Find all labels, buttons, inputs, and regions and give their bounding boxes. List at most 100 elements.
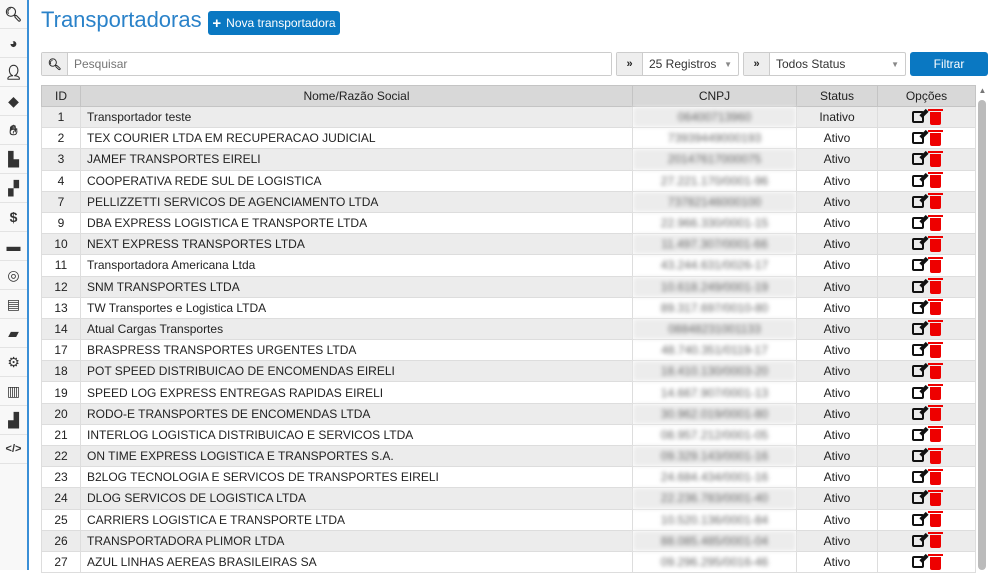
trash-icon[interactable]	[928, 299, 943, 316]
header-cnpj[interactable]: CNPJ	[632, 85, 797, 107]
table-row[interactable]: 26 TRANSPORTADORA PLIMOR LTDA 88.085.485/0…	[41, 529, 976, 552]
trash-icon[interactable]	[928, 235, 943, 252]
table-row[interactable]: 10 NEXT EXPRESS TRANSPORTES LTDA 11.497.30…	[41, 233, 976, 256]
trash-icon[interactable]	[928, 193, 943, 210]
table-row[interactable]: 12 SNM TRANSPORTES LTDA 10.618.249/0001-19…	[41, 275, 976, 298]
table-row[interactable]: 18 POT SPEED DISTRIBUICAO DE ENCOMENDAS E…	[41, 360, 976, 383]
trash-icon[interactable]	[928, 341, 943, 358]
trash-icon[interactable]	[928, 172, 943, 189]
table-row[interactable]: 17 BRASPRESS TRANSPORTES URGENTES LTDA 48.…	[41, 339, 976, 362]
edit-icon[interactable]	[912, 238, 924, 251]
table-row[interactable]: 11 Transportadora Americana Ltda 43.244.63…	[41, 254, 976, 277]
edit-icon[interactable]	[912, 513, 924, 526]
table-row[interactable]: 9 DBA EXPRESS LOGISTICA E TRANSPORTE LTDA…	[41, 211, 976, 235]
sidebar-item-users[interactable]: 👤︎	[0, 58, 27, 87]
edit-icon[interactable]	[912, 450, 924, 463]
header-status[interactable]: Status	[796, 85, 878, 107]
edit-icon[interactable]	[912, 344, 924, 357]
sidebar-item-tags[interactable]: ◆	[0, 87, 27, 116]
table-row[interactable]: 20 RODO-E TRANSPORTES DE ENCOMENDAS LTDA 3…	[41, 402, 976, 425]
table-row[interactable]: 4 COOPERATIVA REDE SUL DE LOGISTICA 27.221…	[41, 169, 976, 192]
cell-status: Ativo	[796, 360, 878, 383]
edit-icon[interactable]	[912, 556, 924, 569]
trash-icon[interactable]	[928, 320, 943, 337]
edit-icon[interactable]	[912, 217, 924, 230]
table-row[interactable]: 13 TW Transportes e Logistica LTDA 89.317.…	[41, 296, 976, 319]
trash-icon[interactable]	[928, 362, 943, 379]
edit-icon[interactable]	[912, 386, 924, 399]
edit-icon[interactable]	[912, 534, 924, 547]
cell-options	[877, 169, 976, 192]
table-row[interactable]: 24 DLOG SERVICOS DE LOGISTICA LTDA 22.236.…	[41, 487, 976, 510]
edit-icon[interactable]	[912, 280, 924, 293]
header-id[interactable]: ID	[41, 85, 81, 107]
money-check-icon: $	[9, 209, 18, 225]
table-row[interactable]: 7 PELLIZZETTI SERVICOS DE AGENCIAMENTO LT…	[41, 190, 976, 213]
trash-icon[interactable]	[928, 214, 943, 231]
table-row[interactable]: 23 B2LOG TECNOLOGIA E SERVICOS DE TRANSPO…	[41, 466, 976, 489]
sidebar-item-gear[interactable]: ⚙︎	[0, 348, 27, 377]
edit-icon[interactable]	[912, 111, 924, 124]
edit-icon[interactable]	[912, 174, 924, 187]
table-row[interactable]: 27 AZUL LINHAS AEREAS BRASILEIRAS SA 09.29…	[41, 550, 976, 573]
edit-icon[interactable]	[912, 428, 924, 441]
sidebar-item-headset[interactable]: ◎	[0, 261, 27, 290]
edit-icon[interactable]	[912, 259, 924, 272]
trash-icon[interactable]	[928, 511, 943, 528]
filter-button[interactable]: Filtrar	[910, 52, 988, 76]
edit-icon[interactable]	[912, 322, 924, 335]
sidebar-item-file[interactable]: ▤	[0, 290, 27, 319]
edit-icon[interactable]	[912, 365, 924, 378]
table-row[interactable]: 19 SPEED LOG EXPRESS ENTREGAS RAPIDAS EIR…	[41, 381, 976, 404]
trash-icon[interactable]	[928, 468, 943, 485]
edit-icon[interactable]	[912, 132, 924, 145]
scroll-up-icon[interactable]: ▲	[978, 86, 987, 95]
trash-icon[interactable]	[928, 489, 943, 506]
sidebar-item-money-check[interactable]: $	[0, 203, 27, 232]
sidebar-item-folder-open[interactable]: ▰	[0, 319, 27, 348]
sidebar-item-dolly[interactable]: ▟	[0, 406, 27, 435]
new-carrier-button[interactable]: + Nova transportadora	[208, 11, 340, 35]
search-input[interactable]	[68, 53, 611, 75]
edit-icon[interactable]	[912, 195, 924, 208]
table-row[interactable]: 14 Atual Cargas Transportes 08848231001133…	[41, 317, 976, 341]
cell-status: Ativo	[796, 254, 878, 277]
sidebar-item-wallet[interactable]: ▬	[0, 232, 27, 261]
gear-icon: ⚙︎	[7, 353, 20, 370]
edit-icon[interactable]	[912, 407, 924, 420]
trash-icon[interactable]	[928, 553, 943, 570]
trash-icon[interactable]	[928, 426, 943, 443]
records-select[interactable]: » 25 Registros ▼	[616, 52, 739, 76]
sidebar-item-handshake[interactable]: ✋︎	[0, 116, 27, 145]
scrollbar[interactable]: ▲	[977, 86, 988, 570]
trash-icon[interactable]	[928, 108, 943, 125]
table-row[interactable]: 2 TEX COURIER LTDA EM RECUPERACAO JUDICIA…	[41, 127, 976, 150]
edit-icon[interactable]	[912, 301, 924, 314]
sidebar-item-store[interactable]: ▥	[0, 377, 27, 406]
cell-options	[877, 211, 976, 235]
trash-icon[interactable]	[928, 278, 943, 295]
trash-icon[interactable]	[928, 447, 943, 464]
table-row[interactable]: 22 ON TIME EXPRESS LOGISTICA E TRANSPORTE…	[41, 444, 976, 468]
scrollbar-thumb[interactable]	[978, 100, 986, 570]
table-row[interactable]: 1 Transportador teste 06400713960 Inativo	[41, 105, 976, 129]
table-row[interactable]: 25 CARRIERS LOGISTICA E TRANSPORTE LTDA 10…	[41, 508, 976, 531]
sidebar-item-boxes[interactable]: ▞	[0, 174, 27, 203]
table-row[interactable]: 21 INTERLOG LOGISTICA DISTRIBUICAO E SERV…	[41, 423, 976, 447]
status-select[interactable]: » Todos Status ▼	[743, 52, 906, 76]
header-name[interactable]: Nome/Razão Social	[80, 85, 633, 107]
sidebar-item-code[interactable]: </>	[0, 435, 27, 464]
edit-icon[interactable]	[912, 492, 924, 505]
trash-icon[interactable]	[928, 150, 943, 167]
trash-icon[interactable]	[928, 384, 943, 401]
edit-icon[interactable]	[912, 471, 924, 484]
edit-icon[interactable]	[912, 153, 924, 166]
trash-icon[interactable]	[928, 532, 943, 549]
sidebar-item-chart-pie[interactable]: ◕	[0, 29, 27, 58]
trash-icon[interactable]	[928, 256, 943, 273]
trash-icon[interactable]	[928, 129, 943, 146]
table-row[interactable]: 3 JAMEF TRANSPORTES EIRELI 20147617000075 A…	[41, 148, 976, 171]
sidebar-item-search[interactable]: 🔍︎	[0, 0, 27, 29]
sidebar-item-industry[interactable]: ▙	[0, 145, 27, 174]
trash-icon[interactable]	[928, 405, 943, 422]
